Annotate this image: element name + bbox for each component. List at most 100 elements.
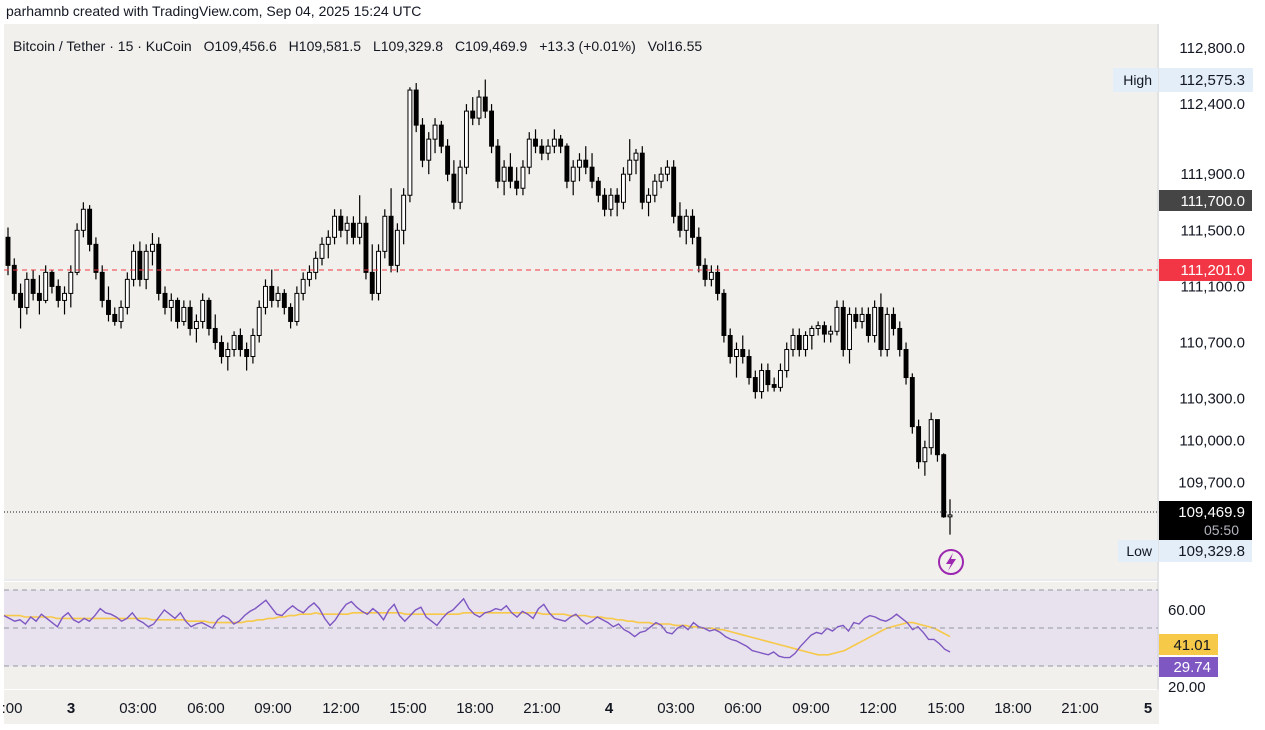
candle-body-down <box>715 271 721 294</box>
candle <box>357 195 363 245</box>
candle <box>49 269 55 294</box>
candle <box>426 132 432 175</box>
candle-body-down <box>671 166 677 217</box>
candle-body-down <box>746 356 752 379</box>
candle-body-up <box>168 299 174 308</box>
candle-body-down <box>93 243 99 273</box>
candle-body-down <box>916 426 922 463</box>
candle <box>181 300 187 326</box>
candle <box>338 209 344 238</box>
candle-body-down <box>363 222 369 273</box>
candle-body-down <box>507 166 513 182</box>
candle <box>520 160 526 196</box>
candle <box>777 363 783 392</box>
candle-body-up <box>872 306 878 336</box>
low-label-box <box>1118 540 1158 562</box>
candle-body-up <box>62 292 67 301</box>
candle-body-up <box>463 110 469 168</box>
attribution-text: parhamnb created with TradingView.com, S… <box>6 3 421 19</box>
rsi-ma-value-box <box>1159 634 1218 655</box>
legend-symbol: Bitcoin / Tether · 15 · KuCoin <box>13 38 192 54</box>
candle-body-down <box>690 215 695 238</box>
candle <box>413 83 419 133</box>
time-tick-label: 06:00 <box>724 700 762 717</box>
candle-body-up <box>859 313 865 322</box>
time-axis[interactable] <box>4 690 1159 724</box>
lightning-icon[interactable] <box>938 549 964 575</box>
candle <box>124 272 130 315</box>
candle <box>646 188 652 217</box>
candle-body-down <box>639 152 645 203</box>
candle-body-down <box>821 325 827 335</box>
candle <box>68 265 74 308</box>
candle-body-up <box>407 89 413 196</box>
candle <box>865 307 871 343</box>
candle-body-down <box>350 222 356 238</box>
rsi-lines <box>3 597 951 659</box>
candle-body-up <box>834 306 840 332</box>
candle <box>708 265 714 287</box>
low-value-box <box>1159 540 1252 562</box>
candle <box>909 373 915 434</box>
candle <box>344 216 350 245</box>
candle <box>401 188 407 245</box>
legend-high: H109,581.5 <box>289 38 362 54</box>
candle-body-up <box>124 278 130 308</box>
candle-body-up <box>790 334 796 351</box>
alert-level-box[interactable] <box>1159 190 1252 211</box>
candle-body-down <box>36 292 42 301</box>
candle <box>501 160 507 196</box>
candle-body-up <box>809 327 815 336</box>
candle-body-up <box>476 96 482 119</box>
red-line-box[interactable] <box>1159 259 1252 281</box>
candle-body-up <box>847 313 852 351</box>
rsi-ma-value: 41.01 <box>1173 637 1211 654</box>
candle-body-up <box>683 215 689 231</box>
candle <box>821 321 827 343</box>
candle-body-down <box>595 180 601 196</box>
candle <box>244 342 250 371</box>
candle-body-up <box>608 194 614 210</box>
candle-body-down <box>495 145 501 182</box>
candle <box>878 293 884 357</box>
candle-body-down <box>219 341 224 358</box>
candle-body-up <box>43 271 49 301</box>
candle <box>313 251 319 280</box>
candle-body-down <box>558 138 564 147</box>
candle <box>325 230 331 259</box>
candle <box>595 177 601 203</box>
time-tick-label: 3 <box>67 700 75 717</box>
candle-body-down <box>752 377 758 393</box>
candle <box>627 139 633 182</box>
candle <box>740 335 746 364</box>
candle <box>715 265 721 301</box>
candle-body-up <box>294 292 300 322</box>
candle <box>36 275 42 315</box>
candle <box>55 279 61 308</box>
time-axis-labels: :00 3 03:00 06:00 09:00 12:00 15:00 18:00 21:00 4… <box>2 700 1153 717</box>
candle-body-up <box>319 243 325 259</box>
candle-body-up <box>520 166 526 189</box>
candle-body-down <box>564 145 570 182</box>
candle-body-down <box>5 236 11 266</box>
candle <box>106 286 111 322</box>
candle <box>570 160 576 196</box>
candle-body-up <box>300 278 306 294</box>
candle <box>438 120 444 154</box>
candle <box>507 153 513 189</box>
candle-body-down <box>865 313 871 336</box>
time-tick-label: 21:00 <box>1061 700 1099 717</box>
price-tick-label: 110,700.0 <box>1179 334 1245 351</box>
candle-body-up <box>577 159 582 168</box>
candle-body-down <box>891 313 896 329</box>
candle <box>193 314 199 343</box>
price-pane[interactable] <box>4 24 1159 579</box>
time-tick-label: 09:00 <box>792 700 830 717</box>
candle-body-up <box>708 271 714 280</box>
candle-body-down <box>897 327 903 351</box>
price-tick-label: 111,500.0 <box>1180 222 1245 239</box>
candle <box>891 307 896 336</box>
candle <box>143 244 149 290</box>
price-tick-label: 109,700.0 <box>1178 475 1245 492</box>
